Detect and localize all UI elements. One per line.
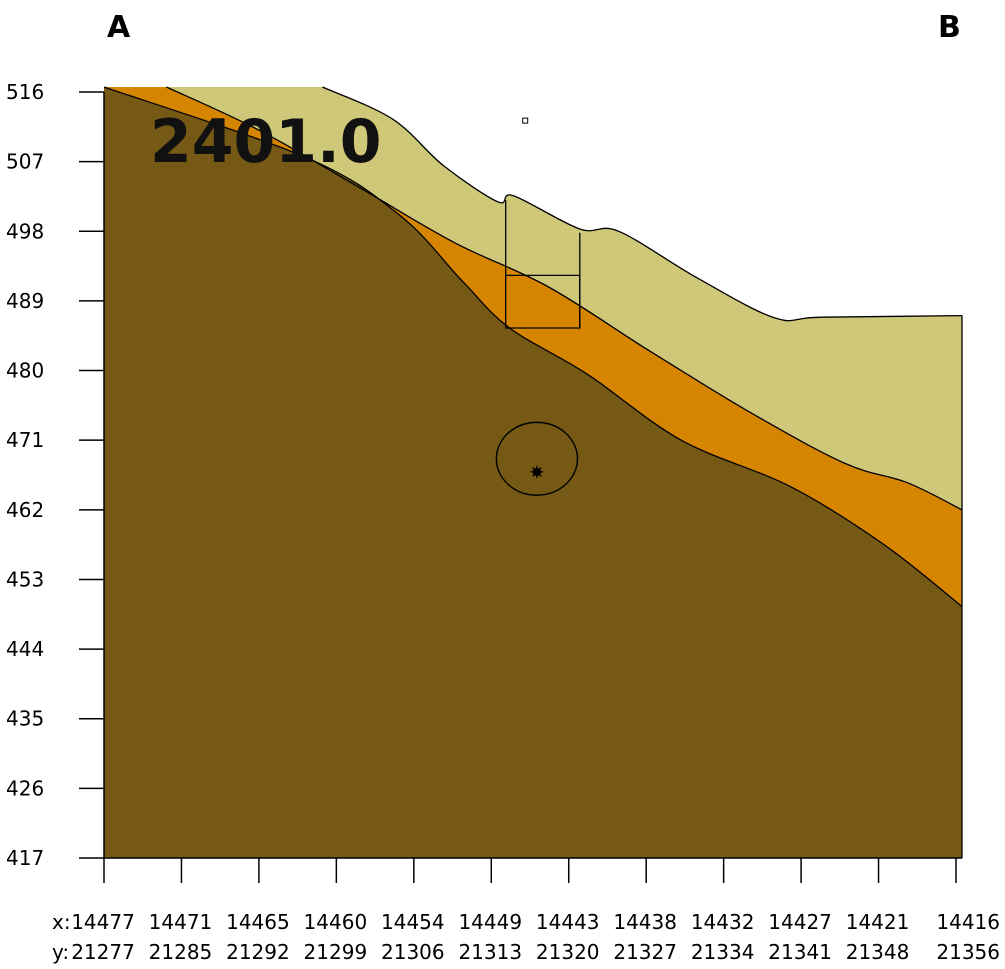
y-tick-label: 462: [6, 498, 44, 522]
x-coord-row-label: 14454: [381, 910, 445, 934]
annotations: [495, 117, 581, 496]
y-tick-label: 444: [6, 637, 44, 661]
x-coord-row-label: 14438: [613, 910, 677, 934]
layer-boundary-3: [103, 86, 963, 608]
y-coord-row-label: 21356: [936, 940, 1000, 964]
y-tick-label: 453: [6, 567, 44, 591]
x-coord-row-label: 14477: [71, 910, 135, 934]
x-coord-row-label: 14443: [536, 910, 600, 934]
x-coord-row-label: 14465: [226, 910, 290, 934]
x-coord-row-label: 14427: [768, 910, 832, 934]
x-coord-row-label: 14432: [691, 910, 755, 934]
annotation-star: [529, 464, 544, 479]
y-coord-row-label: 21285: [149, 940, 213, 964]
layer-boundary-1: [322, 86, 963, 322]
y-axis: 516 507 498 489 480 471 462 453 444 435 426 417: [6, 80, 105, 870]
x-coord-row-label: 14449: [458, 910, 522, 934]
y-tick-label: 516: [6, 80, 44, 104]
end-label-a: A: [107, 10, 131, 45]
x-coord-row-label: 14460: [304, 910, 368, 934]
x-coord-row: x: 14477 14471 14465 14460 14454 14449 14443 144…: [52, 910, 1000, 934]
y-tick-label: 498: [6, 219, 44, 243]
y-tick-label: 426: [6, 776, 44, 800]
y-coord-row-label: 21327: [613, 940, 677, 964]
y-coord-row-label: 21341: [768, 940, 832, 964]
layer-boundary-2: [166, 86, 963, 511]
y-coord-row-label: 21313: [458, 940, 522, 964]
x-coord-row-prefix: x:: [52, 910, 71, 934]
y-coord-row-label: 21306: [381, 940, 445, 964]
annotation-square: [522, 117, 529, 124]
y-tick-label: 417: [6, 846, 44, 870]
y-coord-row-label: 21292: [226, 940, 290, 964]
y-coord-row: y: 21277 21285 21292 21299 21306 21313 21320 213…: [52, 940, 1000, 964]
value-label: 2401.0: [150, 107, 382, 177]
x-coord-row-label: 14421: [846, 910, 910, 934]
x-coord-row-label: 14471: [149, 910, 213, 934]
y-tick-label: 489: [6, 289, 44, 313]
x-axis: x: 14477 14471 14465 14460 14454 14449 14443 144…: [52, 857, 1000, 964]
y-coord-row-label: 21320: [536, 940, 600, 964]
end-label-b: B: [938, 10, 961, 45]
y-tick-label: 435: [6, 707, 44, 731]
y-tick-label: 480: [6, 359, 44, 383]
y-coord-row-label: 21277: [71, 940, 135, 964]
annotation-ellipse: [495, 421, 579, 496]
plot-area: [103, 86, 963, 858]
annotation-line-4: [505, 274, 581, 328]
y-coord-row-label: 21299: [304, 940, 368, 964]
y-tick-label: 471: [6, 428, 44, 452]
soil-layers: [104, 87, 962, 858]
y-coord-row-label: 21348: [846, 940, 910, 964]
x-coord-row-label: 14416: [936, 910, 1000, 934]
y-tick-label: 507: [6, 150, 44, 174]
layer-boundaries: [103, 86, 963, 858]
y-coord-row-prefix: y:: [52, 940, 69, 964]
y-coord-row-label: 21334: [691, 940, 755, 964]
